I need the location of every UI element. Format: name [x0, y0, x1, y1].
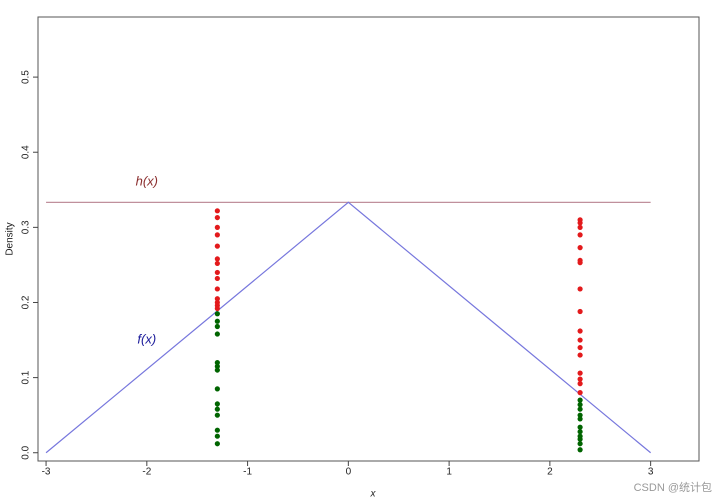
x-tick-label: 1 — [446, 467, 452, 478]
annotation: f(x) — [137, 331, 156, 346]
point — [577, 436, 583, 442]
point — [577, 397, 583, 403]
watermark: CSDN @统计包 — [634, 481, 712, 494]
point — [214, 359, 220, 366]
point — [577, 260, 583, 266]
point — [214, 331, 220, 337]
point — [577, 429, 583, 435]
y-tick-label: 0.0 — [21, 445, 32, 459]
y-tick-label: 0.5 — [21, 70, 32, 84]
y-tick-label: 0.3 — [21, 220, 32, 234]
y-tick-label: 0.4 — [21, 145, 32, 159]
point — [577, 416, 583, 422]
point — [214, 433, 220, 439]
x-tick-label: -3 — [42, 467, 51, 478]
x-tick-label: 2 — [547, 467, 553, 478]
point — [214, 367, 220, 373]
point — [577, 337, 583, 343]
point — [577, 220, 583, 226]
point — [577, 344, 583, 351]
point — [214, 305, 220, 312]
y-tick-label: 0.1 — [21, 370, 32, 384]
y-tick-label: 0.2 — [21, 295, 32, 309]
x-tick-label: -1 — [243, 467, 252, 478]
x-tick-label: 0 — [346, 467, 352, 478]
x-axis-label: x — [370, 489, 377, 500]
point — [577, 376, 583, 382]
point — [214, 208, 220, 214]
point — [577, 402, 583, 408]
point — [214, 386, 220, 392]
point — [577, 308, 583, 315]
point — [577, 370, 583, 376]
x-tick-label: -2 — [142, 467, 151, 478]
point — [577, 424, 583, 430]
point — [214, 323, 220, 330]
y-axis-label: Density — [5, 222, 16, 255]
point — [214, 401, 220, 407]
x-tick-label: 3 — [648, 467, 654, 478]
point — [214, 427, 220, 433]
point — [214, 232, 220, 238]
point — [577, 381, 583, 387]
point — [214, 318, 220, 324]
point — [214, 224, 220, 230]
point — [214, 269, 220, 276]
point — [577, 390, 583, 396]
point — [214, 256, 220, 262]
point — [214, 441, 220, 447]
plot-frame — [37, 16, 700, 462]
point — [577, 232, 583, 238]
point — [214, 363, 220, 369]
point — [214, 275, 220, 282]
point — [214, 214, 220, 221]
point — [577, 412, 583, 418]
point — [577, 224, 583, 230]
point — [214, 260, 220, 267]
curve — [45, 201, 652, 454]
annotation: h(x) — [136, 174, 158, 189]
point — [214, 406, 220, 412]
point — [214, 243, 220, 249]
point — [577, 441, 583, 447]
point — [577, 352, 583, 358]
point — [577, 245, 583, 251]
point — [214, 286, 220, 292]
point — [214, 311, 220, 317]
point — [577, 286, 583, 292]
point — [577, 328, 583, 334]
point — [577, 447, 583, 453]
point — [577, 406, 583, 412]
point — [214, 296, 220, 302]
point — [214, 412, 220, 418]
